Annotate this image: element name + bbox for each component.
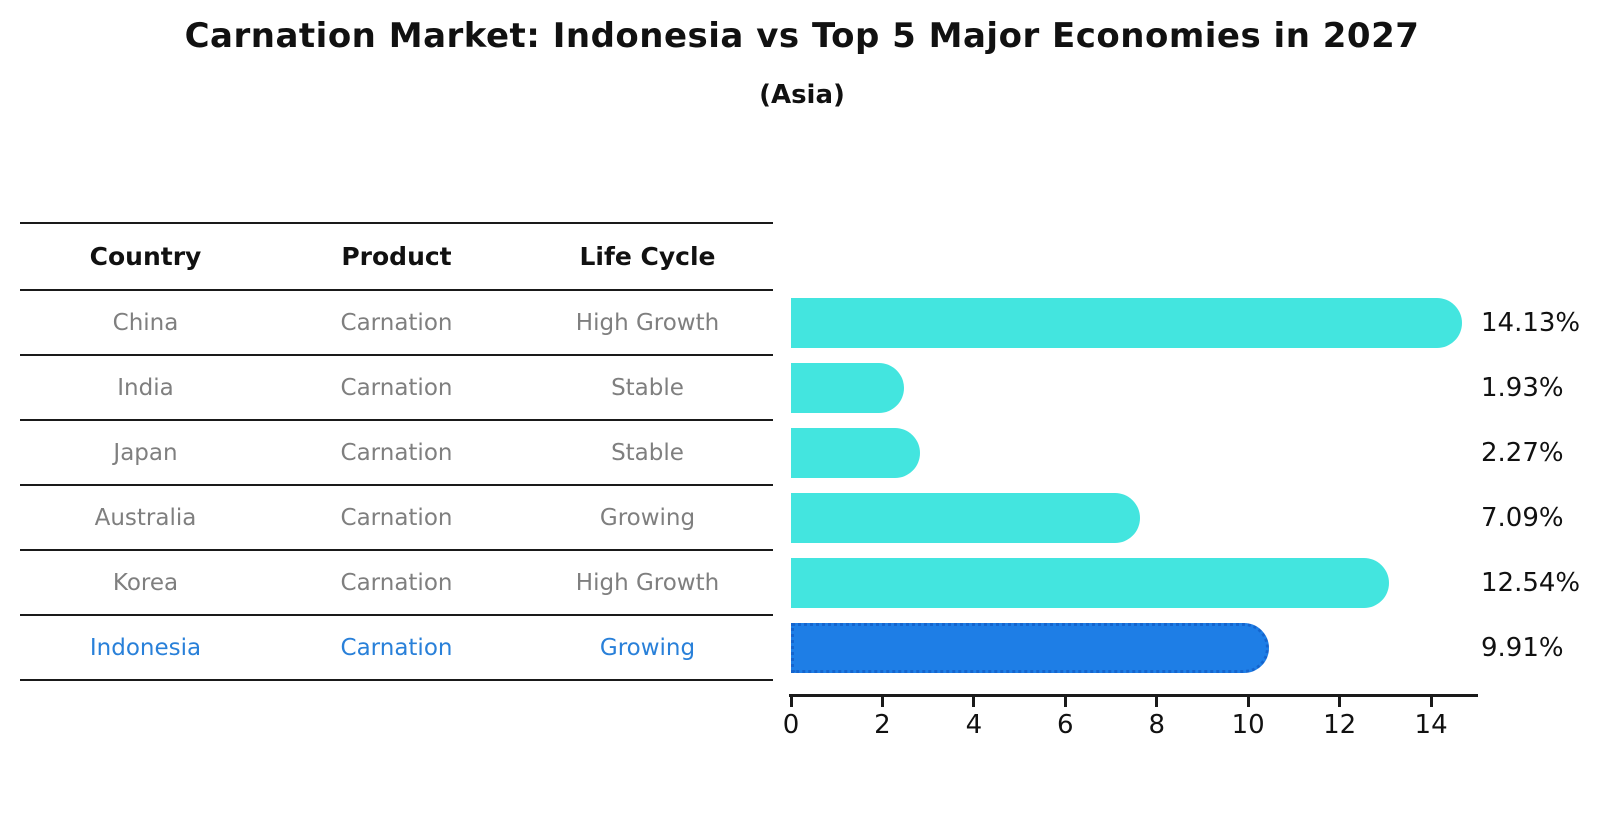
table-row: Japan Carnation Stable <box>20 419 773 484</box>
x-axis-tick <box>1063 697 1067 707</box>
x-axis-tick-label: 4 <box>965 710 983 740</box>
x-axis-tick-label: 2 <box>874 710 891 740</box>
table-cell-life_cycle: Growing <box>599 504 696 531</box>
x-axis-line <box>789 694 1478 697</box>
table-cell-country: Indonesia <box>89 634 202 661</box>
table-cell-country: Japan <box>113 439 178 466</box>
table-cell-life_cycle: Stable <box>611 439 684 466</box>
x-axis-tick <box>1429 697 1433 707</box>
table-cell-life_cycle: High Growth <box>575 569 720 596</box>
table-row: China Carnation High Growth <box>20 289 773 354</box>
x-axis-tick <box>880 697 884 707</box>
table-cell-product: Carnation <box>340 374 453 401</box>
x-axis-tick <box>789 697 793 707</box>
table-cell-product: Carnation <box>340 309 453 336</box>
x-axis-tick-label: 10 <box>1231 710 1265 740</box>
table-cell-life_cycle: Stable <box>611 374 684 401</box>
table-row: Australia Carnation Growing <box>20 484 773 549</box>
x-axis-tick-label: 8 <box>1148 710 1166 740</box>
x-axis-tick-label: 6 <box>1057 710 1074 740</box>
col-header-lifecycle: Life Cycle <box>579 242 716 271</box>
table-cell-product: Carnation <box>340 569 453 596</box>
value-label: 9.91% <box>1481 633 1564 663</box>
value-label: 14.13% <box>1481 308 1581 338</box>
bar-china <box>791 298 1463 348</box>
table-cell-country: China <box>112 309 179 336</box>
value-label: 12.54% <box>1481 568 1581 598</box>
table-cell-product: Carnation <box>340 439 453 466</box>
col-header-product: Product <box>341 242 452 271</box>
value-label: 7.09% <box>1481 503 1564 533</box>
value-label: 2.27% <box>1481 438 1564 468</box>
table-header-row: Country Product Life Cycle <box>20 222 773 289</box>
x-axis-tick-label: 14 <box>1414 710 1448 740</box>
table-cell-country: Korea <box>112 569 179 596</box>
value-label: 1.93% <box>1481 373 1564 403</box>
table-row: India Carnation Stable <box>20 354 773 419</box>
table-row: Korea Carnation High Growth <box>20 549 773 614</box>
col-header-country: Country <box>89 242 202 271</box>
bar-india <box>791 363 905 413</box>
chart-subtitle: (Asia) <box>759 80 845 110</box>
table-row: Indonesia Carnation Growing <box>20 614 773 679</box>
chart-title: Carnation Market: Indonesia vs Top 5 Maj… <box>184 16 1420 56</box>
bar-australia <box>791 493 1141 543</box>
table-cell-country: Australia <box>94 504 197 531</box>
table-body: China Carnation High Growth India Carnation S… <box>20 289 773 679</box>
table-cell-life_cycle: High Growth <box>575 309 720 336</box>
table-cell-product: Carnation <box>340 634 453 661</box>
x-axis-tick <box>1155 697 1159 707</box>
table-cell-country: India <box>117 374 174 401</box>
table-cell-product: Carnation <box>340 504 453 531</box>
x-axis-tick <box>1338 697 1342 707</box>
data-table: Country Product Life Cycle China Carnatio… <box>20 222 773 681</box>
x-axis-tick <box>1246 697 1250 707</box>
bar-indonesia <box>791 623 1270 673</box>
table-cell-life_cycle: Growing <box>599 634 696 661</box>
bar-korea <box>791 558 1390 608</box>
x-axis-tick <box>972 697 976 707</box>
bar-japan <box>791 428 920 478</box>
x-axis-tick-label: 0 <box>782 710 800 740</box>
x-axis-tick-label: 12 <box>1323 710 1357 740</box>
